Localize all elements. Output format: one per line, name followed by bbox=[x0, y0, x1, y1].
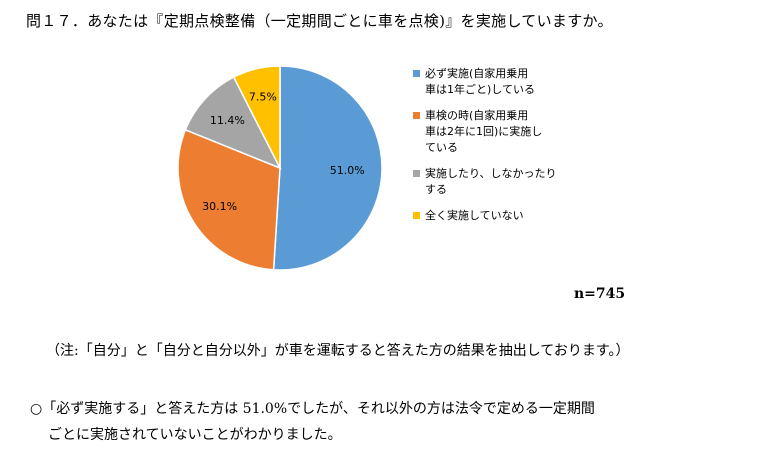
legend-swatch bbox=[413, 170, 420, 177]
legend-item-sometimes: 実施したり、しなかったり する bbox=[413, 166, 573, 198]
slice-data-label: 11.4% bbox=[210, 114, 245, 127]
pie-data-labels: 51.0% 30.1% 11.4% 7.5% bbox=[202, 91, 365, 213]
conclusion-line-2: ごとに実施されていないことがわかりました。 bbox=[48, 427, 342, 443]
conclusion-line-1: ○「必ず実施する」と答えた方は 51.0%でしたが、それ以外の方は法令で定める一… bbox=[30, 401, 595, 417]
legend-label: 車検の時(自家用乗用 車は2年に1回)に実施し ている bbox=[425, 109, 543, 154]
sample-size: n=745 bbox=[574, 286, 626, 302]
legend-label: 実施したり、しなかったり する bbox=[425, 167, 557, 196]
legend-item-never: 全く実施していない bbox=[413, 208, 573, 224]
slice-at-inspection bbox=[177, 128, 281, 271]
pie-slices bbox=[177, 65, 383, 271]
legend-swatch bbox=[413, 70, 420, 77]
conclusion-text: ○「必ず実施する」と答えた方は 51.0%でしたが、それ以外の方は法令で定める一… bbox=[30, 396, 750, 448]
slice-never bbox=[232, 65, 281, 169]
slice-data-label: 51.0% bbox=[330, 164, 365, 177]
slice-always bbox=[272, 65, 383, 271]
legend-item-always: 必ず実施(自家用乗用 車は1年ごと)している bbox=[413, 66, 573, 98]
legend-swatch bbox=[413, 112, 420, 119]
legend-label: 全く実施していない bbox=[425, 209, 524, 222]
legend-label: 必ず実施(自家用乗用 車は1年ごと)している bbox=[425, 67, 535, 96]
slice-data-label: 30.1% bbox=[202, 200, 237, 213]
chart-legend: 必ず実施(自家用乗用 車は1年ごと)している 車検の時(自家用乗用 車は2年に1… bbox=[413, 66, 573, 234]
footnote: （注:「自分」と「自分と自分以外」が車を運転すると答えた方の結果を抽出しておりま… bbox=[46, 343, 630, 359]
slice-data-label: 7.5% bbox=[249, 91, 277, 104]
legend-item-at-inspection: 車検の時(自家用乗用 車は2年に1回)に実施し ている bbox=[413, 108, 573, 156]
slice-sometimes bbox=[184, 76, 282, 170]
question-title: 問１７．あなたは『定期点検整備（一定期間ごとに車を点検)』を実施していますか。 bbox=[26, 12, 613, 30]
legend-swatch bbox=[413, 212, 420, 219]
